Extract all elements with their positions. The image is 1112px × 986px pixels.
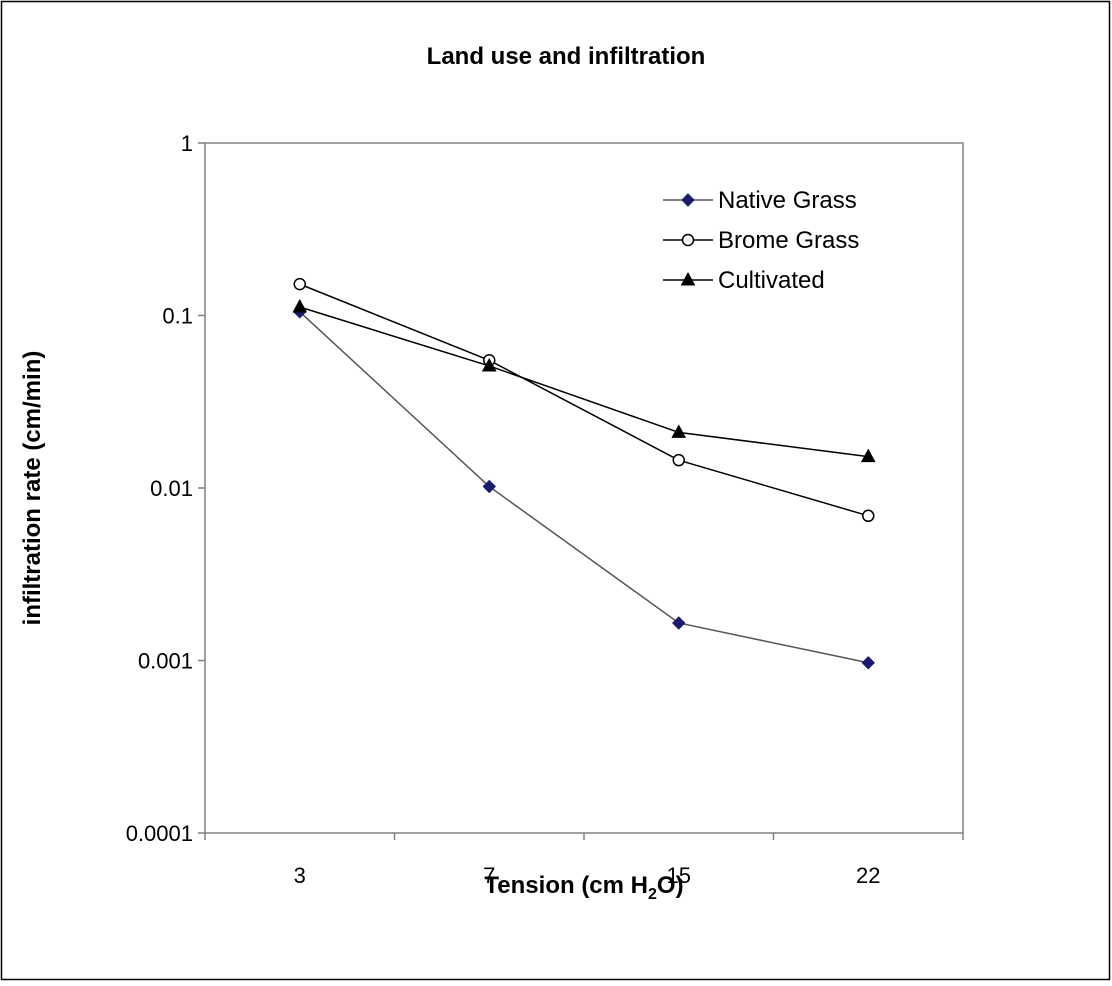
- y-tick-label-3: 0.001: [138, 649, 193, 674]
- y-tick-label-1: 0.1: [162, 304, 193, 329]
- legend-label-1: Brome Grass: [718, 227, 859, 254]
- plot-area: [204, 142, 964, 834]
- legend: Native Grass Brome Grass Cultivated: [663, 187, 859, 294]
- series-1-point-3: [862, 509, 875, 523]
- series-1-point-2: [672, 453, 685, 467]
- series-line-1: [299, 283, 869, 517]
- series-layer: [292, 277, 876, 670]
- legend-label-0: Native Grass: [718, 187, 857, 214]
- x-tick-label-3: 22: [856, 863, 880, 888]
- legend-marker-1: [681, 233, 695, 247]
- series-2-point-0: [292, 298, 308, 313]
- x-axis-title: Tension (cm H2O): [484, 872, 683, 903]
- y-axis-title: infiltration rate (cm/min): [19, 351, 46, 626]
- series-2: [292, 298, 876, 463]
- x-axis-title-suffix: O): [657, 872, 684, 899]
- x-axis-title-main: Tension (cm H: [484, 872, 648, 899]
- series-2-point-3: [860, 448, 876, 463]
- x-tick-label-0: 3: [294, 863, 306, 888]
- y-tick-label-4: 0.0001: [126, 821, 193, 846]
- y-tick-label-2: 0.01: [150, 476, 193, 501]
- series-2-point-1: [481, 357, 497, 372]
- x-tick-label-2: 15: [667, 863, 691, 888]
- series-2-point-2: [671, 424, 687, 438]
- series-line-2: [299, 306, 869, 458]
- x-tick-label-1: 7: [483, 863, 495, 888]
- series-1-point-0: [293, 277, 306, 291]
- series-0-point-1: [482, 479, 496, 494]
- legend-label-2: Cultivated: [718, 267, 825, 294]
- y-tick-label-0: 1: [181, 131, 193, 156]
- series-0-point-2: [672, 616, 686, 630]
- chart-title: Land use and infiltration: [427, 43, 706, 70]
- legend-marker-0: [681, 193, 695, 207]
- legend-marker-2: [680, 271, 696, 286]
- series-0-point-3: [861, 656, 875, 670]
- x-axis-title-subscript: 2: [648, 886, 657, 903]
- axes: 1 0.1 0.01 0.001 0.0001 3 7 15 22: [126, 131, 964, 888]
- series-line-0: [299, 311, 869, 664]
